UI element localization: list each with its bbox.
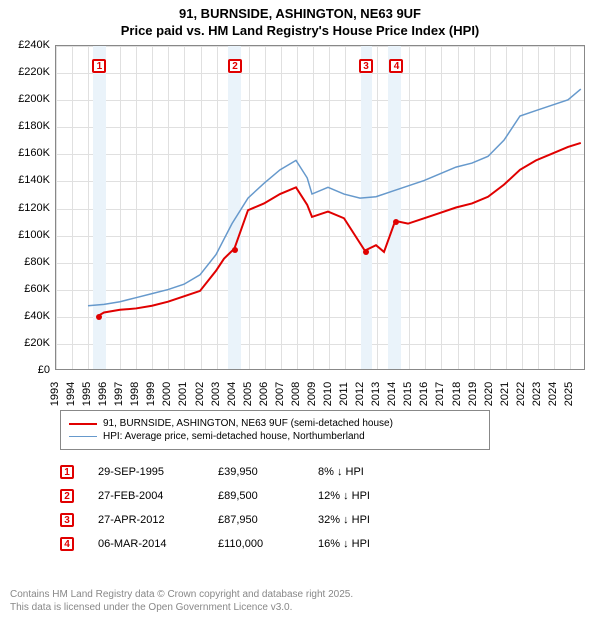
x-axis-tick-label: 2012	[354, 379, 366, 409]
y-axis-tick-label: £100K	[5, 229, 50, 241]
sale-date: 29-SEP-1995	[98, 466, 218, 478]
y-axis-tick-label: £220K	[5, 66, 50, 78]
x-axis-tick-label: 2023	[531, 379, 543, 409]
footer-attribution: Contains HM Land Registry data © Crown c…	[10, 588, 353, 614]
x-axis-tick-label: 1996	[97, 379, 109, 409]
chart-lines	[56, 46, 584, 369]
x-axis-tick-label: 2011	[338, 379, 350, 409]
sale-price: £87,950	[218, 514, 318, 526]
x-axis-tick-label: 2020	[483, 379, 495, 409]
sale-date: 27-FEB-2004	[98, 490, 218, 502]
legend-box: 91, BURNSIDE, ASHINGTON, NE63 9UF (semi-…	[60, 410, 490, 450]
x-axis-tick-label: 2019	[467, 379, 479, 409]
x-axis-tick-label: 2014	[386, 379, 398, 409]
y-axis-tick-label: £140K	[5, 174, 50, 186]
legend-label: HPI: Average price, semi-detached house,…	[103, 431, 365, 442]
footer-line1: Contains HM Land Registry data © Crown c…	[10, 588, 353, 601]
x-axis-tick-label: 1994	[65, 379, 77, 409]
x-axis-tick-label: 2008	[290, 379, 302, 409]
y-axis-tick-label: £80K	[5, 256, 50, 268]
y-axis-tick-label: £40K	[5, 310, 50, 322]
x-axis-tick-label: 2006	[258, 379, 270, 409]
x-axis-tick-label: 1998	[129, 379, 141, 409]
x-axis-tick-label: 2024	[547, 379, 559, 409]
x-axis-tick-label: 1997	[113, 379, 125, 409]
sale-index-badge: 2	[60, 489, 74, 503]
x-axis-tick-label: 2009	[306, 379, 318, 409]
legend-item: HPI: Average price, semi-detached house,…	[69, 431, 481, 442]
sale-hpi-delta: 12% ↓ HPI	[318, 490, 418, 502]
sale-dot	[96, 314, 102, 320]
x-axis-tick-label: 2018	[451, 379, 463, 409]
sale-price: £39,950	[218, 466, 318, 478]
x-axis-tick-label: 2016	[418, 379, 430, 409]
sale-marker-label: 1	[92, 59, 106, 73]
sale-dot	[363, 249, 369, 255]
sale-marker-label: 3	[359, 59, 373, 73]
sales-table-row: 3 27-APR-2012£87,95032% ↓ HPI	[60, 508, 418, 532]
x-axis-tick-label: 2013	[370, 379, 382, 409]
x-axis-tick-label: 2004	[226, 379, 238, 409]
sale-hpi-delta: 16% ↓ HPI	[318, 538, 418, 550]
y-axis-tick-label: £60K	[5, 283, 50, 295]
x-axis-tick-label: 2002	[194, 379, 206, 409]
x-axis-tick-label: 2021	[499, 379, 511, 409]
sale-marker-label: 2	[228, 59, 242, 73]
x-axis-tick-label: 1995	[81, 379, 93, 409]
sales-table-row: 4 06-MAR-2014£110,00016% ↓ HPI	[60, 532, 418, 556]
x-axis-tick-label: 2001	[177, 379, 189, 409]
sale-date: 27-APR-2012	[98, 514, 218, 526]
series-line-property	[99, 143, 581, 315]
y-axis-tick-label: £160K	[5, 147, 50, 159]
sale-dot	[393, 219, 399, 225]
y-axis-tick-label: £180K	[5, 120, 50, 132]
legend-swatch-icon	[69, 436, 97, 437]
chart-plot-area: 1 2 3 4	[55, 45, 585, 370]
x-axis-tick-label: 2003	[210, 379, 222, 409]
legend-swatch-icon	[69, 423, 97, 425]
y-axis-tick-label: £120K	[5, 202, 50, 214]
x-axis-tick-label: 2010	[322, 379, 334, 409]
x-axis-tick-label: 2015	[402, 379, 414, 409]
x-axis-tick-label: 2022	[515, 379, 527, 409]
sale-index-badge: 3	[60, 513, 74, 527]
sale-index-badge: 4	[60, 537, 74, 551]
x-axis-tick-label: 2007	[274, 379, 286, 409]
sale-price: £110,000	[218, 538, 318, 550]
x-axis-tick-label: 2025	[563, 379, 575, 409]
x-axis-tick-label: 2005	[242, 379, 254, 409]
y-axis-tick-label: £20K	[5, 337, 50, 349]
sale-hpi-delta: 8% ↓ HPI	[318, 466, 418, 478]
sale-index-badge: 1	[60, 465, 74, 479]
sale-price: £89,500	[218, 490, 318, 502]
sales-table: 129-SEP-1995£39,9508% ↓ HPI227-FEB-2004£…	[60, 460, 418, 556]
sale-hpi-delta: 32% ↓ HPI	[318, 514, 418, 526]
title-line1: 91, BURNSIDE, ASHINGTON, NE63 9UF	[0, 6, 600, 21]
footer-line2: This data is licensed under the Open Gov…	[10, 601, 353, 614]
x-axis-tick-label: 1993	[49, 379, 61, 409]
x-axis-tick-label: 2000	[161, 379, 173, 409]
x-axis-tick-label: 2017	[434, 379, 446, 409]
title-line2: Price paid vs. HM Land Registry's House …	[0, 23, 600, 38]
sale-dot	[232, 247, 238, 253]
series-line-hpi	[88, 89, 581, 306]
sales-table-row: 2 27-FEB-2004£89,50012% ↓ HPI	[60, 484, 418, 508]
sales-table-row: 1 29-SEP-1995£39,9508% ↓ HPI	[60, 460, 418, 484]
x-axis-tick-label: 1999	[145, 379, 157, 409]
chart-title-block: 91, BURNSIDE, ASHINGTON, NE63 9UF Price …	[0, 0, 600, 38]
legend-item: 91, BURNSIDE, ASHINGTON, NE63 9UF (semi-…	[69, 418, 481, 429]
sale-date: 06-MAR-2014	[98, 538, 218, 550]
y-axis-tick-label: £200K	[5, 93, 50, 105]
y-axis-tick-label: £0	[5, 364, 50, 376]
legend-label: 91, BURNSIDE, ASHINGTON, NE63 9UF (semi-…	[103, 418, 393, 429]
sale-marker-label: 4	[389, 59, 403, 73]
y-axis-tick-label: £240K	[5, 39, 50, 51]
